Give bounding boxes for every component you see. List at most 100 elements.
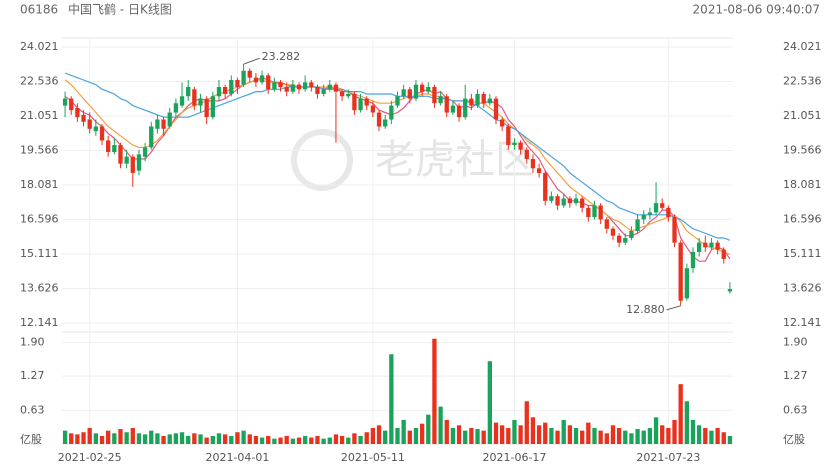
volume-bar [210,435,215,444]
candle-body [426,86,431,92]
candle-body [303,82,308,90]
volume-bar [499,425,505,444]
watermark: 老虎社区 [375,137,535,183]
volume-bar [389,354,394,444]
volume-bar [376,425,382,444]
volume-bar [259,437,265,444]
candle-body [586,207,591,218]
candle-body [216,86,222,97]
volume-bar [142,434,148,444]
candle-body [376,112,382,127]
volume-bar [635,429,640,444]
volume-bar [653,417,659,444]
volume-bar [536,425,542,444]
volume-bar [130,427,135,444]
candle-body [395,96,400,106]
volume-bar [432,338,437,444]
candle-body [75,107,80,118]
candle-body [130,156,135,173]
candle-body [703,242,708,248]
candle-body [333,84,339,92]
volume-tick-label: 1.90 [20,335,45,348]
candle-body [684,268,689,299]
volume-bar [352,433,357,444]
volume-bar [321,438,326,444]
volume-bar [684,401,689,444]
volume-bar [112,433,117,444]
candle-body [481,93,486,104]
volume-bar [161,435,166,444]
y-tick-label: 21.051 [20,109,59,122]
volume-bar [327,437,332,444]
candle-body [259,75,265,83]
volume-unit: 亿股 [20,433,42,446]
volume-bar [715,427,720,444]
candle-body [530,159,536,169]
y-tick-label-right: 16.596 [783,213,822,226]
volume-bar [81,432,86,444]
y-tick-label: 15.111 [20,247,59,260]
volume-bar [450,427,456,444]
candle-body [339,91,345,97]
candle-body [62,98,68,106]
volume-bar [241,430,246,444]
volume-bar [524,401,529,444]
candle-body [567,198,573,204]
y-tick-label-right: 21.051 [783,109,822,122]
candle-body [678,242,683,301]
volume-bar [401,419,406,444]
volume-tick-label: 0.63 [20,403,45,416]
volume-tick-label-right: 1.90 [783,335,808,348]
volume-bar [309,437,314,444]
y-tick-label: 18.081 [20,178,59,191]
x-tick-label: 2021-06-17 [482,451,546,464]
candle-body [124,156,129,164]
volume-bar [395,427,400,444]
volume-bar [475,429,480,444]
volume-bar [419,423,425,444]
volume-bar [647,427,653,444]
timestamp: 2021-08-06 09:40:07 [693,3,820,17]
candle-body [327,84,332,90]
candle-body [432,86,437,104]
volume-bar [266,435,271,444]
y-tick-label: 16.596 [20,213,59,226]
y-tick-label-right: 24.021 [783,40,822,53]
volume-tick-label-right: 0.63 [783,403,808,416]
candle-body [266,75,271,90]
candle-body [487,98,492,104]
candle-body [610,228,616,236]
volume-bar [469,427,474,444]
y-tick-label: 12.141 [20,316,59,329]
volume-bar [463,430,468,444]
volume-bar [62,430,68,444]
candle-body [524,149,529,160]
candle-body [352,93,357,111]
volume-bar [296,437,302,444]
volume-bar [629,433,634,444]
volume-bar [303,435,308,444]
volume-bar [339,435,345,444]
candle-body [155,119,160,129]
volume-bar [222,434,228,444]
candle-body [235,80,240,87]
candle-body [173,103,179,113]
volume-bar [660,425,665,444]
candle-body [616,235,622,243]
volume-bar [586,422,591,444]
volume-bar [253,435,259,444]
volume-bar [167,434,172,444]
y-tick-label-right: 15.111 [783,247,822,260]
volume-bar [358,435,363,444]
volume-bar [192,433,197,444]
candle-body [296,84,302,90]
volume-bar [407,430,412,444]
candle-body [580,198,585,208]
candle-body [290,84,296,92]
candle-body [592,205,597,218]
volume-bar [124,432,129,444]
volume-bar [284,435,289,444]
candle-body [419,84,425,92]
y-tick-label: 13.626 [20,282,59,295]
